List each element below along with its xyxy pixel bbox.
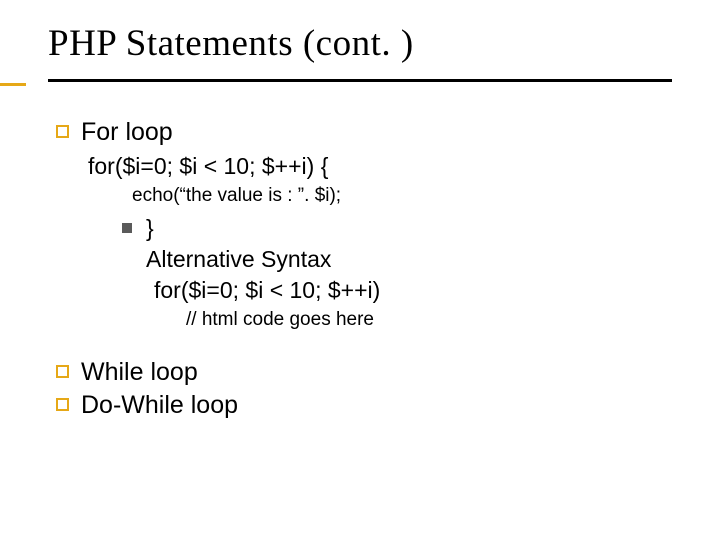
square-bullet-icon: [56, 365, 69, 378]
square-bullet-icon: [56, 398, 69, 411]
bullet-while-loop: While loop: [56, 358, 672, 387]
do-while-loop-label: Do-While loop: [81, 391, 238, 420]
bullet-for-loop: For loop: [56, 118, 672, 147]
alt-syntax-label: Alternative Syntax: [146, 244, 331, 275]
for-loop-echo: echo(“the value is : ”. $i);: [132, 182, 672, 211]
for-loop-label: For loop: [81, 118, 173, 147]
for-loop-code: for($i=0; $i < 10; $++i) {: [88, 151, 672, 182]
for-loop-close-brace: }: [146, 213, 331, 244]
bullet-alt-syntax: } Alternative Syntax: [122, 213, 672, 275]
square-bullet-icon: [56, 125, 69, 138]
bullet-do-while-loop: Do-While loop: [56, 391, 672, 420]
alt-syntax-comment: // html code goes here: [186, 306, 672, 335]
title-rule: [48, 79, 672, 82]
filled-square-bullet-icon: [122, 223, 132, 233]
slide-title: PHP Statements (cont. ): [48, 22, 672, 65]
alt-syntax-code-line: for($i=0; $i < 10; $++i): [154, 275, 672, 306]
spacer: [56, 334, 672, 358]
for-loop-echo-line: echo(“the value is : ”. $i);: [132, 182, 672, 211]
slide-body: For loop for($i=0; $i < 10; $++i) { echo…: [56, 118, 672, 420]
while-loop-label: While loop: [81, 358, 198, 387]
alt-syntax-code: for($i=0; $i < 10; $++i): [154, 275, 672, 306]
alt-syntax-comment-line: // html code goes here: [186, 306, 672, 335]
title-accent-bar: [0, 83, 26, 86]
for-loop-code-line: for($i=0; $i < 10; $++i) {: [88, 151, 672, 182]
slide: PHP Statements (cont. ) For loop for($i=…: [0, 0, 720, 540]
